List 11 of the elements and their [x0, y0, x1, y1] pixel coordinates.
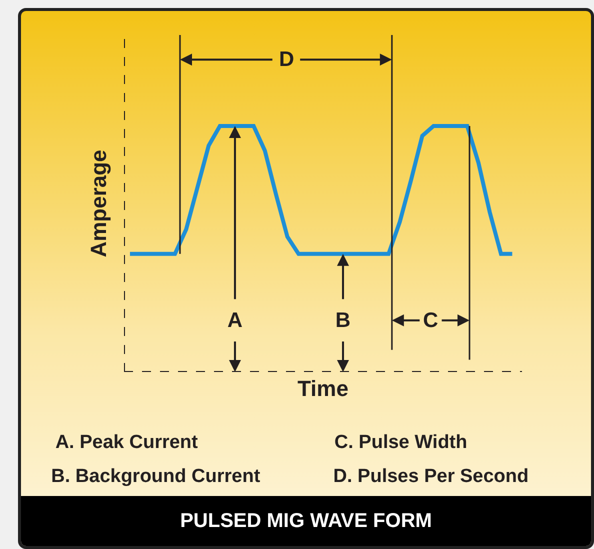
y-axis-title: Amperage	[86, 150, 111, 258]
annotation: A	[227, 309, 243, 332]
x-axis-title: Time	[298, 376, 348, 401]
text: A. Peak Current	[55, 432, 199, 453]
annotation: B	[335, 309, 351, 332]
text: D	[279, 48, 294, 71]
text: D. Pulses Per Second	[333, 466, 529, 487]
text: C. Pulse Width	[334, 432, 468, 453]
text: B. Background Current	[51, 466, 261, 487]
text: PULSED MIG WAVE FORM	[21, 496, 591, 546]
annotation: C	[423, 309, 438, 332]
